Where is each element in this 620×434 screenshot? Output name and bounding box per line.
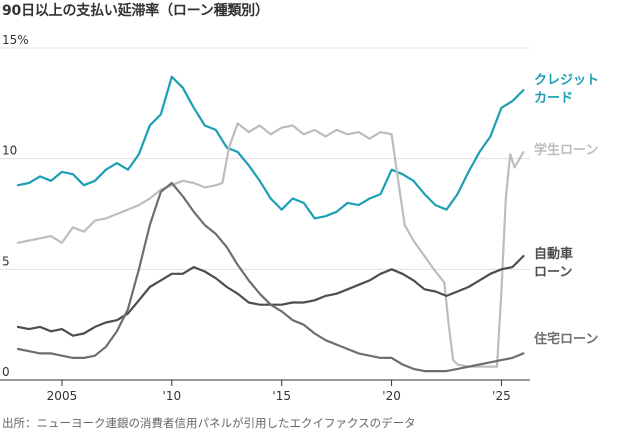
y-tick-label: 0 bbox=[2, 365, 10, 379]
series-line-2 bbox=[16, 122, 525, 368]
chart-title: 90日以上の支払い延滞率（ローン種類別） bbox=[2, 3, 269, 19]
x-tick-label: '25 bbox=[492, 389, 511, 403]
x-tick-label: 2005 bbox=[47, 389, 78, 403]
series-label-1: クレジットカード bbox=[534, 73, 599, 106]
y-tick-label: 15% bbox=[2, 33, 29, 47]
y-tick-label: 5 bbox=[2, 254, 10, 268]
series-label-3: 自動車ローン bbox=[534, 246, 573, 280]
x-tick-label: '20 bbox=[382, 389, 401, 403]
series-lines bbox=[16, 75, 525, 373]
series-label-line: 住宅ローン bbox=[534, 331, 598, 347]
series-label-line: 学生ローン bbox=[534, 142, 598, 158]
y-tick-label: 10 bbox=[2, 144, 17, 158]
series-label-line: ローン bbox=[534, 265, 572, 280]
x-tick-label: '15 bbox=[272, 389, 291, 403]
x-axis: 2005 '10 '15 '20 '25 bbox=[0, 379, 530, 403]
gridlines bbox=[0, 47, 530, 270]
series-label-line: クレジット bbox=[534, 73, 599, 88]
series-label-line: カード bbox=[534, 91, 573, 106]
series-line-1 bbox=[16, 75, 525, 220]
x-tick-label: '10 bbox=[163, 389, 182, 403]
source-note: 出所：ニューヨーク連銀の消費者信用パネルが引用したエクイファクスのデータ bbox=[2, 416, 416, 430]
series-label-line: 自動車 bbox=[534, 246, 573, 262]
series-label-4: 住宅ローン bbox=[534, 331, 598, 347]
series-label-2: 学生ローン bbox=[534, 142, 598, 158]
series-line-4 bbox=[16, 181, 525, 373]
y-axis-ticks: 0 5 10 15% bbox=[2, 33, 29, 379]
